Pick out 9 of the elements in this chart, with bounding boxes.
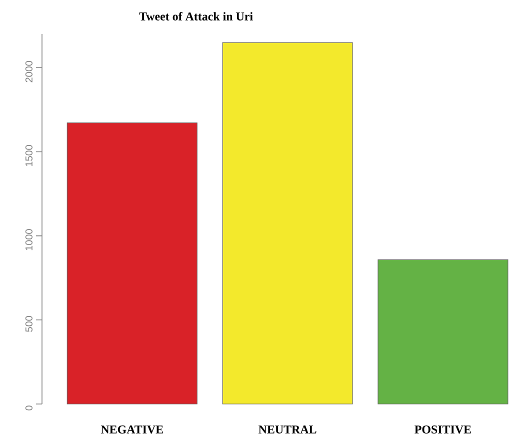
x-tick-label: POSITIVE (414, 426, 471, 434)
y-tick-label: 2000 (25, 60, 32, 82)
y-tick-label: 0 (25, 406, 32, 410)
y-tick-label: 1000 (25, 229, 32, 250)
y-tick-label: 1500 (25, 145, 32, 166)
y-tick-label: 500 (25, 316, 32, 332)
x-tick-label: NEGATIVE (100, 426, 163, 434)
chart-title: Tweet of Attack in Uri (139, 12, 253, 20)
x-tick-label: NEUTRAL (258, 426, 316, 434)
